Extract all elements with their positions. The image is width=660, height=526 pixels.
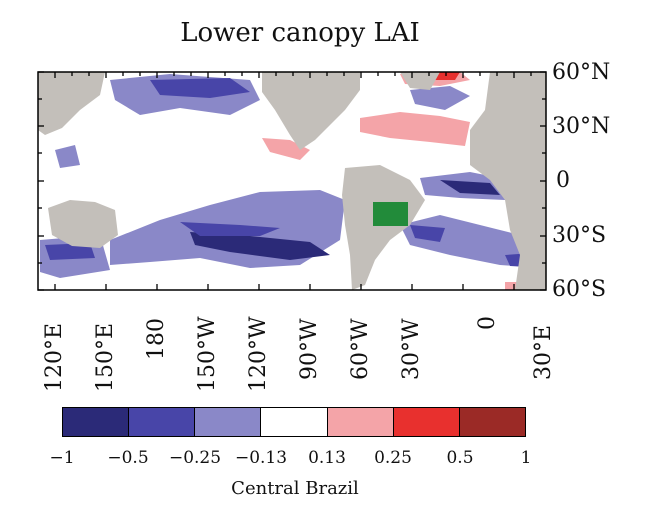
colorbar [62, 407, 526, 437]
lon-label-120e: 120°E [42, 322, 67, 392]
colorbar-tick: 0.5 [446, 448, 474, 468]
lon-label-150e: 150°E [93, 322, 118, 392]
colorbar-swatch [459, 408, 525, 436]
anomaly-medium-blue-south-atlantic [410, 225, 445, 242]
anomaly-dark-blue-south-pacific [190, 232, 330, 260]
lon-label-120w: 120°W [246, 316, 271, 392]
anomaly-light-blue-north-atlantic [410, 86, 470, 110]
central-brazil-region [373, 202, 408, 226]
anomaly-pink-north-pacific [262, 138, 310, 160]
land-europe-africa [470, 72, 546, 290]
lat-label-30n: 30°N [552, 114, 611, 139]
colorbar-tick: 0.25 [374, 448, 412, 468]
colorbar-caption: Central Brazil [231, 478, 359, 499]
colorbar-swatch [195, 408, 262, 436]
lon-label-90w: 90°W [297, 318, 322, 380]
colorbar-tick: −0.5 [107, 448, 149, 468]
colorbar-tick: −1 [49, 448, 75, 468]
colorbar-swatch [261, 408, 328, 436]
colorbar-swatch [129, 408, 196, 436]
land-asia [38, 72, 105, 135]
lon-label-30e: 30°E [531, 324, 556, 380]
colorbar-tick: 0.13 [308, 448, 346, 468]
anomaly-medium-blue-north-pacific [150, 78, 250, 98]
anomaly-light-blue-tropical-pacific [55, 145, 80, 168]
colorbar-swatch [63, 408, 130, 436]
lat-label-60n: 60°N [552, 60, 611, 85]
anomaly-pink-north-atlantic [360, 112, 470, 146]
lon-label-30w: 30°W [399, 318, 424, 380]
lai-anomaly-map [37, 71, 547, 291]
lon-label-150w: 150°W [195, 316, 220, 392]
map-ticks [38, 71, 546, 291]
colorbar-tick: −0.13 [234, 448, 288, 468]
colorbar-swatch [393, 408, 460, 436]
map-field [38, 72, 546, 290]
anomaly-medium-blue-west [45, 243, 95, 260]
lat-label-0: 0 [556, 168, 570, 193]
colorbar-tick: −0.25 [168, 448, 222, 468]
land-greenland [400, 72, 440, 90]
colorbar-swatch [327, 408, 394, 436]
anomaly-medium-blue-south-pacific [180, 222, 280, 236]
colorbar-tick: 1 [520, 448, 532, 468]
lon-label-60w: 60°W [348, 318, 373, 380]
map-title: Lower canopy LAI [180, 18, 420, 48]
lon-label-180: 180 [144, 318, 169, 360]
land-north-america [262, 72, 360, 150]
land-australia [48, 200, 118, 248]
lat-label-30s: 30°S [552, 223, 607, 248]
lon-label-0: 0 [475, 316, 500, 330]
anomaly-dark-blue-atlantic [440, 180, 500, 195]
land-south-america [342, 165, 425, 290]
lat-label-60s: 60°S [552, 277, 607, 302]
